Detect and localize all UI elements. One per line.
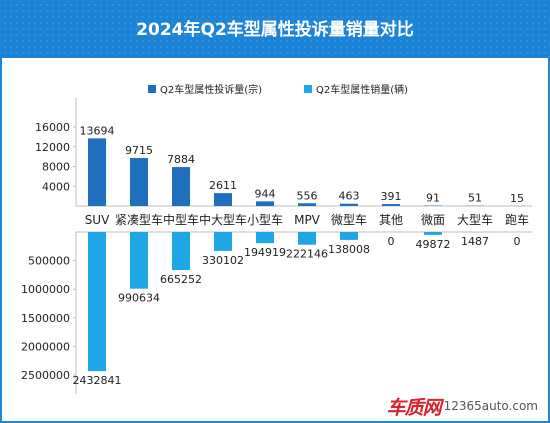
complaint-value-label: 9715: [125, 144, 153, 157]
chart-title: 2024年Q2车型属性投诉量销量对比: [136, 20, 414, 40]
upper-tick-label: 16000: [35, 121, 70, 134]
category-label: MPV: [294, 213, 321, 227]
complaint-bar: [256, 201, 274, 206]
upper-tick-label: 8000: [42, 161, 70, 174]
complaint-value-label: 51: [468, 192, 482, 205]
sales-bar: [340, 232, 358, 240]
category-label: 跑车: [505, 212, 529, 227]
complaint-bar: [382, 204, 400, 206]
complaint-value-label: 2611: [209, 179, 237, 192]
watermark-logo: 车质网: [386, 396, 442, 419]
complaint-value-label: 463: [339, 190, 360, 203]
complaint-value-label: 391: [381, 190, 402, 203]
category-label: SUV: [85, 213, 110, 227]
complaint-value-label: 91: [426, 192, 440, 205]
category-label: 中大型车: [199, 212, 247, 227]
category-label: 其他: [379, 213, 403, 227]
complaint-value-label: 15: [510, 192, 524, 205]
complaint-bar: [88, 138, 106, 206]
sales-value-label: 0: [514, 235, 521, 248]
sales-value-label: 138008: [328, 243, 370, 256]
lower-tick-label: 1000000: [21, 283, 70, 296]
complaint-bar: [214, 193, 232, 206]
sales-bar: [88, 232, 106, 372]
complaint-value-label: 7884: [167, 153, 195, 166]
category-label: 微面: [421, 213, 445, 227]
legend-swatch-complaints: [148, 85, 156, 93]
sales-bar: [130, 232, 148, 289]
sales-value-label: 990634: [118, 292, 160, 305]
watermark: 车质网 12365auto.com: [386, 395, 538, 419]
lower-tick-label: 2000000: [21, 340, 70, 353]
complaint-value-label: 556: [297, 189, 318, 202]
upper-tick-label: 4000: [42, 180, 70, 193]
complaint-bar: [172, 167, 190, 206]
lower-tick-label: 500000: [28, 255, 70, 268]
lower-tick-label: 1500000: [21, 312, 70, 325]
sales-value-label: 330102: [202, 254, 244, 267]
legend-label-complaints: Q2车型属性投诉量(宗): [160, 83, 262, 96]
legend-swatch-sales: [304, 85, 312, 93]
complaint-value-label: 13694: [80, 124, 115, 137]
watermark-url: 12365auto.com: [443, 399, 538, 413]
sales-value-label: 194919: [244, 246, 286, 259]
sales-bar: [256, 232, 274, 244]
chart-header: [2, 2, 548, 58]
sales-value-label: 665252: [160, 273, 202, 286]
category-label: 微型车: [331, 212, 367, 227]
upper-tick-label: 12000: [35, 141, 70, 154]
category-label: 小型车: [247, 212, 283, 227]
category-label: 大型车: [457, 212, 493, 227]
complaint-bar: [298, 203, 316, 206]
sales-value-label: 2432841: [73, 374, 122, 387]
complaint-bar: [130, 158, 148, 206]
complaint-value-label: 944: [255, 187, 276, 200]
complaint-bar: [340, 203, 358, 206]
legend-label-sales: Q2车型属性销量(辆): [316, 83, 408, 96]
sales-value-label: 222146: [286, 248, 328, 261]
sales-value-label: 0: [388, 235, 395, 248]
sales-bar: [298, 232, 316, 245]
lower-tick-label: 2500000: [21, 369, 70, 382]
sales-bar: [424, 232, 442, 235]
sales-bar: [172, 232, 190, 271]
sales-value-label: 49872: [416, 238, 451, 251]
sales-value-label: 1487: [461, 235, 489, 248]
category-label: 紧凑型车: [115, 212, 163, 227]
sales-bar: [214, 232, 232, 251]
category-label: 中型车: [163, 212, 199, 227]
